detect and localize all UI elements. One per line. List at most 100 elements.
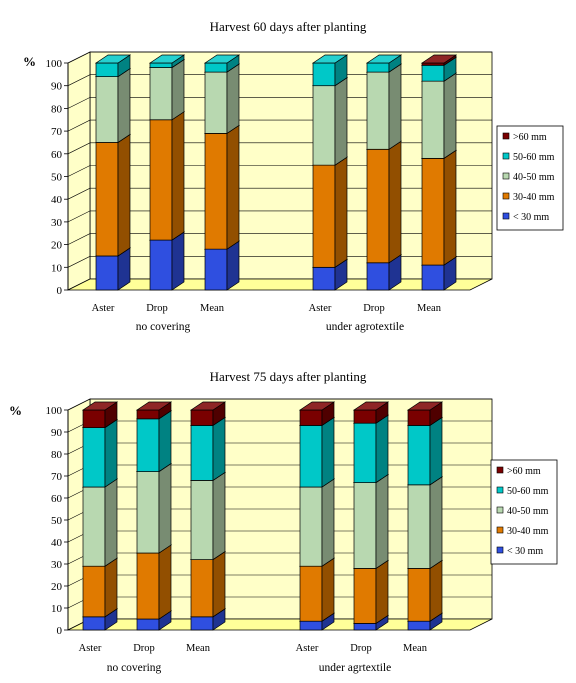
gridline — [67, 51, 492, 64]
legend-swatch — [502, 212, 510, 220]
legend-swatch — [496, 546, 504, 554]
bar-segment — [148, 54, 186, 69]
bar-top — [352, 401, 390, 411]
y-tick-label: 50 — [51, 515, 63, 527]
chart-2: Harvest 75 days after planting 0 10 20 30 40 5… — [9, 369, 558, 674]
bar-segment — [311, 156, 349, 268]
bar-front — [204, 133, 228, 250]
y-axis-label: % — [23, 54, 36, 69]
bar-segment — [203, 63, 241, 135]
bar-side — [334, 156, 348, 268]
bar-front — [190, 425, 214, 481]
bar-segment — [189, 401, 227, 427]
bar-front — [299, 486, 323, 567]
bar-front — [149, 62, 173, 68]
bar-top — [203, 54, 241, 64]
bar-segment — [298, 478, 336, 567]
bar-segment — [135, 401, 173, 420]
bar-side — [375, 473, 389, 570]
bar-side — [171, 111, 185, 241]
bar-front — [82, 409, 106, 428]
bar-segment — [406, 416, 444, 486]
x-group-label: no covering — [107, 662, 162, 674]
bar-front — [407, 409, 431, 426]
x-category-label: Mean — [186, 643, 211, 654]
bar-top — [311, 54, 349, 64]
bar-segment — [135, 544, 173, 620]
gridline — [67, 142, 492, 155]
bar-segment — [420, 54, 458, 66]
bar-front — [82, 616, 106, 631]
x-group-label: no covering — [136, 321, 191, 333]
bar-front — [82, 486, 106, 567]
bar-front — [353, 623, 377, 631]
bar-front — [366, 71, 390, 150]
y-tick-label: 90 — [51, 427, 63, 439]
bar-side — [104, 557, 118, 618]
legend-swatch — [496, 486, 504, 494]
bar-segment — [189, 550, 227, 618]
bar-front — [190, 559, 214, 618]
bar-side — [212, 416, 226, 482]
bar-top — [148, 54, 186, 64]
bar-segment — [189, 471, 227, 561]
bar-front — [95, 142, 119, 257]
bar-front — [82, 565, 106, 618]
bar-side — [226, 124, 240, 250]
bar-side — [334, 77, 348, 166]
bar-segment — [352, 473, 390, 570]
x-category-label: Mean — [403, 643, 428, 654]
bar-side — [388, 63, 402, 150]
x-category-label: Aster — [309, 303, 332, 314]
bar-front — [149, 239, 173, 291]
bar-front — [136, 471, 160, 554]
bar-front — [421, 80, 445, 159]
bar-front — [82, 427, 106, 488]
bar-segment — [81, 478, 119, 567]
y-tick-label: 70 — [51, 471, 63, 483]
bar-side — [388, 140, 402, 264]
bar-front — [407, 620, 431, 631]
bar-side — [226, 240, 240, 291]
bar-segment — [365, 54, 403, 73]
bar-side — [429, 476, 443, 570]
bar-front — [353, 422, 377, 483]
bar-segment — [203, 124, 241, 250]
bar-segment — [406, 559, 444, 622]
y-tick-label: 0 — [57, 625, 63, 637]
y-tick-label: 10 — [51, 603, 63, 615]
y-tick-label: 70 — [51, 126, 63, 138]
y-tick-label: 100 — [46, 405, 63, 417]
bar-front — [407, 425, 431, 486]
bar-side — [171, 58, 185, 121]
bar-front — [204, 62, 228, 73]
legend-label: >60 mm — [507, 466, 541, 477]
legend-label: 40-50 mm — [513, 172, 555, 183]
bar-side — [429, 416, 443, 486]
chart-title: Harvest 75 days after planting — [210, 369, 367, 384]
gridline — [67, 97, 492, 109]
legend-swatch — [496, 526, 504, 534]
legend-label: 30-40 mm — [513, 192, 555, 203]
legend-label: < 30 mm — [513, 212, 549, 223]
x-category-label: Mean — [417, 303, 442, 314]
bar-front — [366, 262, 390, 291]
bar-segment — [148, 58, 186, 121]
legend-label: < 30 mm — [507, 546, 543, 557]
bar-front — [312, 85, 336, 166]
bar-front — [421, 64, 445, 82]
bar-side — [375, 559, 389, 625]
bar-front — [299, 565, 323, 622]
bar-top — [81, 401, 119, 411]
x-category-label: Aster — [79, 643, 102, 654]
bar-front — [149, 67, 173, 121]
bar-segment — [352, 559, 390, 625]
legend: >60 mm 50-60 mm 40-50 mm 30-40 mm < 30 mm — [496, 125, 564, 231]
bar-side — [171, 231, 185, 291]
bar-top — [298, 401, 336, 411]
bar-segment — [81, 401, 119, 429]
bar-front — [95, 76, 119, 143]
legend-swatch — [502, 152, 510, 160]
bar-segment — [81, 557, 119, 618]
